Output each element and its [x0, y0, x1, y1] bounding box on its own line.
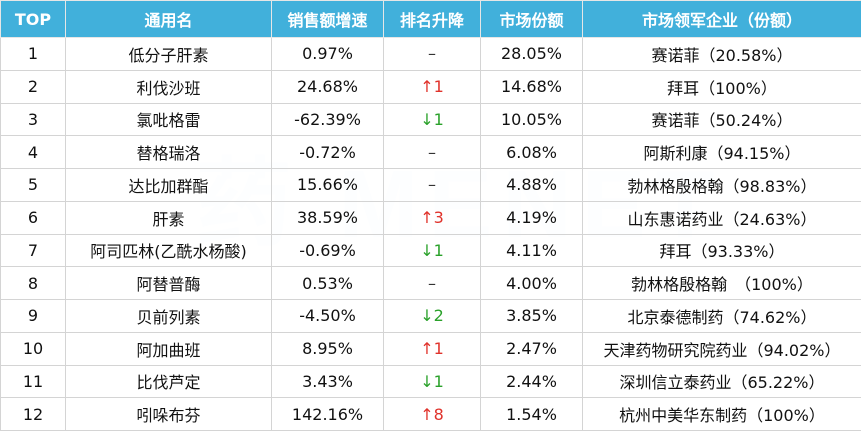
- header-market-share: 市场份额: [480, 0, 583, 38]
- table-row: 4 替格瑞洛 -0.72% –6.08% 阿斯利康（94.15%）: [0, 135, 861, 169]
- cell-market-share: 14.68%: [480, 69, 583, 104]
- header-top: TOP: [0, 0, 66, 38]
- cell-rank-change: –: [383, 135, 481, 169]
- cell-top: 4: [0, 135, 66, 169]
- cell-top: 2: [0, 69, 66, 104]
- cell-top: 10: [0, 331, 66, 366]
- cell-generic-name: 阿加曲班: [65, 331, 272, 366]
- cell-top: 12: [0, 397, 66, 431]
- cell-top: 6: [0, 200, 66, 235]
- cell-market-share: 3.85%: [480, 299, 583, 333]
- cell-sales-growth: 8.95%: [271, 331, 384, 366]
- cell-rank-change: ↓2: [383, 299, 481, 333]
- header-rank-change: 排名升降: [383, 0, 481, 38]
- table-header-row: TOP 通用名 销售额增速 排名升降 市场份额 市场领军企业（份额）: [0, 0, 861, 38]
- cell-rank-change: ↑1: [383, 331, 481, 366]
- cell-market-leader: 深圳信立泰药业（65.22%）: [582, 364, 861, 399]
- cell-generic-name: 贝前列素: [65, 299, 272, 333]
- cell-top: 1: [0, 37, 66, 71]
- cell-generic-name: 肝素: [65, 200, 272, 235]
- cell-market-share: 28.05%: [480, 37, 583, 71]
- cell-market-leader: 勃林格殷格翰 （100%）: [582, 266, 861, 300]
- cell-market-share: 2.44%: [480, 364, 583, 399]
- cell-sales-growth: 0.53%: [271, 266, 384, 300]
- cell-top: 11: [0, 364, 66, 399]
- table-row: 6 肝素 38.59% ↑3 4.19% 山东惠诺药业（24.63%）: [0, 200, 861, 235]
- cell-generic-name: 达比加群酯: [65, 168, 272, 202]
- cell-rank-change: ↑3: [383, 200, 481, 235]
- cell-rank-change: ↓1: [383, 364, 481, 399]
- cell-market-share: 1.54%: [480, 397, 583, 431]
- table-row: 5 达比加群酯 15.66% –4.88% 勃林格殷格翰（98.83%）: [0, 168, 861, 202]
- cell-market-leader: 天津药物研究院药业（94.02%）: [582, 331, 861, 366]
- cell-market-leader: 杭州中美华东制药（100%）: [582, 397, 861, 431]
- cell-top: 5: [0, 168, 66, 202]
- header-sales-growth: 销售额增速: [271, 0, 384, 38]
- cell-rank-change: –: [383, 168, 481, 202]
- table-row: 7 阿司匹林(乙酰水杨酸) -0.69% ↓1 4.11% 拜耳（93.33%）: [0, 233, 861, 268]
- cell-sales-growth: 24.68%: [271, 69, 384, 104]
- cell-generic-name: 低分子肝素: [65, 37, 272, 71]
- cell-market-share: 6.08%: [480, 135, 583, 169]
- cell-sales-growth: 3.43%: [271, 364, 384, 399]
- cell-sales-growth: 15.66%: [271, 168, 384, 202]
- header-generic-name: 通用名: [65, 0, 272, 38]
- cell-market-share: 4.11%: [480, 233, 583, 268]
- cell-market-leader: 赛诺菲（20.58%）: [582, 37, 861, 71]
- cell-market-leader: 赛诺菲（50.24%）: [582, 102, 861, 137]
- cell-market-leader: 阿斯利康（94.15%）: [582, 135, 861, 169]
- cell-sales-growth: -0.69%: [271, 233, 384, 268]
- table-row: 8 阿替普酶 0.53% –4.00% 勃林格殷格翰 （100%）: [0, 266, 861, 300]
- cell-sales-growth: 38.59%: [271, 200, 384, 235]
- cell-top: 8: [0, 266, 66, 300]
- header-market-leader: 市场领军企业（份额）: [582, 0, 861, 38]
- cell-market-leader: 北京泰德制药（74.62%）: [582, 299, 861, 333]
- table-row: 12 吲哚布芬 142.16% ↑8 1.54% 杭州中美华东制药（100%）: [0, 397, 861, 431]
- cell-market-leader: 拜耳（100%）: [582, 69, 861, 104]
- cell-market-share: 4.00%: [480, 266, 583, 300]
- cell-rank-change: ↓1: [383, 102, 481, 137]
- cell-rank-change: –: [383, 266, 481, 300]
- cell-sales-growth: -62.39%: [271, 102, 384, 137]
- cell-top: 9: [0, 299, 66, 333]
- cell-sales-growth: -0.72%: [271, 135, 384, 169]
- cell-market-share: 10.05%: [480, 102, 583, 137]
- cell-generic-name: 阿替普酶: [65, 266, 272, 300]
- cell-generic-name: 阿司匹林(乙酰水杨酸): [65, 233, 272, 268]
- table-row: 10 阿加曲班 8.95% ↑1 2.47% 天津药物研究院药业（94.02%）: [0, 331, 861, 366]
- cell-sales-growth: 142.16%: [271, 397, 384, 431]
- cell-market-share: 4.88%: [480, 168, 583, 202]
- cell-rank-change: –: [383, 37, 481, 71]
- table-row: 2 利伐沙班 24.68% ↑1 14.68% 拜耳（100%）: [0, 69, 861, 104]
- cell-market-leader: 勃林格殷格翰（98.83%）: [582, 168, 861, 202]
- cell-market-share: 4.19%: [480, 200, 583, 235]
- cell-rank-change: ↑1: [383, 69, 481, 104]
- table-row: 1 低分子肝素 0.97% –28.05% 赛诺菲（20.58%）: [0, 37, 861, 71]
- cell-top: 7: [0, 233, 66, 268]
- cell-market-leader: 拜耳（93.33%）: [582, 233, 861, 268]
- table-row: 3 氯吡格雷 -62.39% ↓1 10.05% 赛诺菲（50.24%）: [0, 102, 861, 137]
- table-row: 11 比伐芦定 3.43% ↓1 2.44% 深圳信立泰药业（65.22%）: [0, 364, 861, 399]
- cell-generic-name: 氯吡格雷: [65, 102, 272, 137]
- table-row: 9 贝前列素 -4.50% ↓2 3.85% 北京泰德制药（74.62%）: [0, 299, 861, 333]
- cell-generic-name: 利伐沙班: [65, 69, 272, 104]
- cell-sales-growth: 0.97%: [271, 37, 384, 71]
- cell-sales-growth: -4.50%: [271, 299, 384, 333]
- cell-generic-name: 吲哚布芬: [65, 397, 272, 431]
- cell-rank-change: ↑8: [383, 397, 481, 431]
- cell-generic-name: 比伐芦定: [65, 364, 272, 399]
- cell-rank-change: ↓1: [383, 233, 481, 268]
- cell-market-leader: 山东惠诺药业（24.63%）: [582, 200, 861, 235]
- cell-top: 3: [0, 102, 66, 137]
- cell-market-share: 2.47%: [480, 331, 583, 366]
- cell-generic-name: 替格瑞洛: [65, 135, 272, 169]
